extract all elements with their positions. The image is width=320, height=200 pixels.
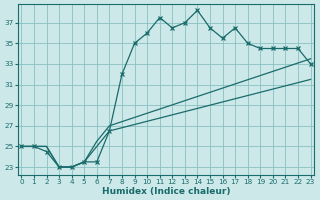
X-axis label: Humidex (Indice chaleur): Humidex (Indice chaleur) — [102, 187, 230, 196]
